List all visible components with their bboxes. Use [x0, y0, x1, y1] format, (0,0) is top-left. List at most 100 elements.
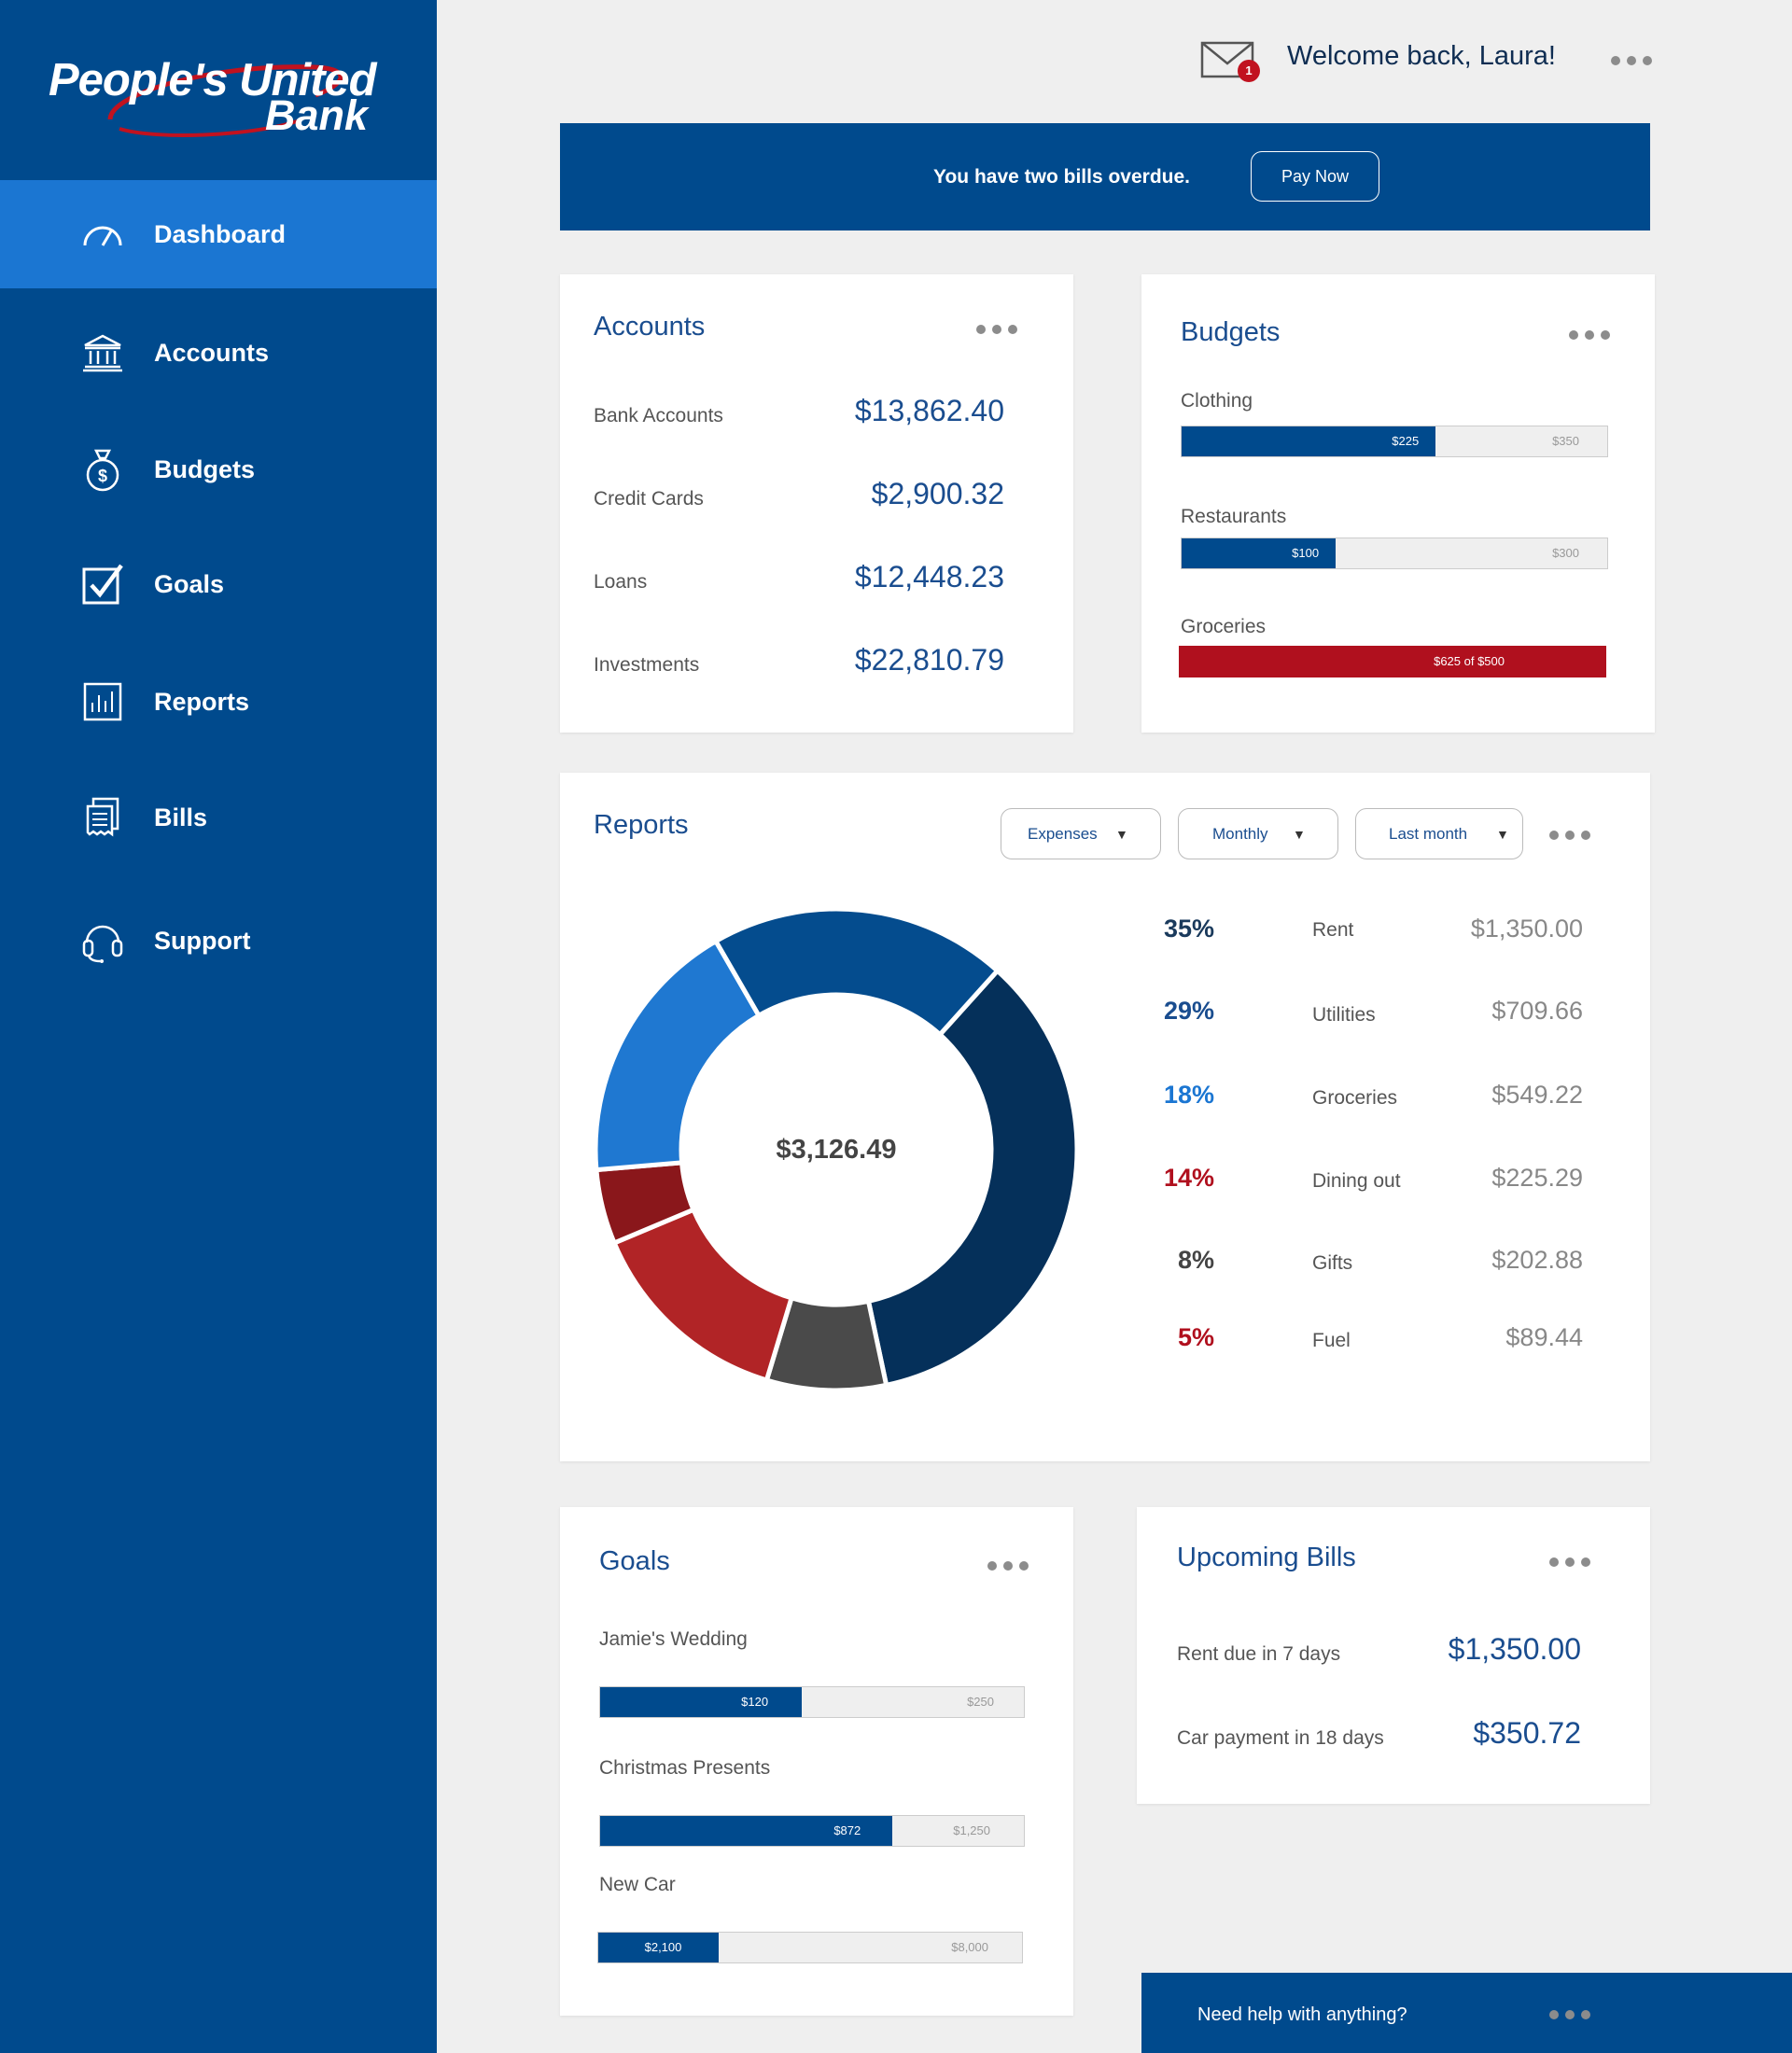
- budget-spent: $225: [1182, 426, 1436, 456]
- goal-target: $250: [967, 1695, 994, 1709]
- reports-more-options-icon[interactable]: [1549, 829, 1590, 842]
- sidebar-item-bills[interactable]: Bills: [0, 763, 437, 872]
- help-more-options-icon[interactable]: [1549, 2008, 1590, 2021]
- budget-progress-bar: $100 $300: [1181, 538, 1608, 569]
- bill-amount[interactable]: $350.72: [1473, 1716, 1581, 1750]
- goal-target: $1,250: [953, 1823, 990, 1837]
- legend-amount: $202.88: [1491, 1246, 1583, 1274]
- budget-limit: $350: [1552, 434, 1579, 448]
- legend-category: Rent: [1312, 919, 1354, 941]
- card-title: Upcoming Bills: [1177, 1543, 1356, 1572]
- account-value[interactable]: $12,448.23: [854, 560, 1004, 594]
- caret-down-icon: ▼: [1293, 826, 1306, 842]
- welcome-message: Welcome back, Laura!: [1287, 41, 1556, 71]
- goal-label: Christmas Presents: [599, 1757, 771, 1779]
- card-title: Accounts: [594, 312, 706, 342]
- sidebar-item-dashboard[interactable]: Dashboard: [0, 180, 437, 288]
- legend-amount: $1,350.00: [1470, 915, 1583, 943]
- bill-label: Car payment in 18 days: [1177, 1727, 1384, 1749]
- range-dropdown[interactable]: Last month ▼: [1355, 808, 1523, 859]
- accounts-more-options-icon[interactable]: [976, 323, 1017, 336]
- upcoming-bills-card: Upcoming Bills Rent due in 7 days $1,350…: [1137, 1507, 1650, 1804]
- overdue-alert-banner: You have two bills overdue. Pay Now: [560, 123, 1650, 230]
- bill-label: Rent due in 7 days: [1177, 1643, 1341, 1665]
- goals-more-options-icon[interactable]: [987, 1559, 1029, 1572]
- receipt-icon: [78, 793, 127, 842]
- card-title: Budgets: [1181, 317, 1281, 347]
- sidebar-item-goals[interactable]: Goals: [0, 530, 437, 638]
- legend-amount: $89.44: [1505, 1323, 1583, 1351]
- account-label: Credit Cards: [594, 488, 704, 510]
- caret-down-icon: ▼: [1115, 826, 1128, 842]
- reports-card: Reports Expenses ▼ Monthly ▼ Last month …: [560, 773, 1650, 1461]
- gauge-icon: [78, 210, 127, 258]
- goal-saved: $2,100: [598, 1933, 720, 1962]
- account-label: Bank Accounts: [594, 405, 723, 426]
- sidebar-item-label: Bills: [154, 803, 208, 831]
- donut-total: $3,126.49: [776, 1134, 897, 1165]
- legend-category: Utilities: [1312, 1004, 1376, 1026]
- legend-percent: 18%: [1163, 1081, 1214, 1109]
- legend-percent: 14%: [1163, 1164, 1214, 1192]
- period-dropdown[interactable]: Monthly ▼: [1178, 808, 1338, 859]
- budget-limit: $300: [1552, 546, 1579, 560]
- account-label: Loans: [594, 571, 648, 593]
- budget-label: Restaurants: [1181, 506, 1287, 527]
- alert-text: You have two bills overdue.: [933, 166, 1190, 188]
- caret-down-icon: ▼: [1496, 826, 1509, 842]
- legend-percent: 35%: [1163, 915, 1214, 943]
- bank-icon: [78, 328, 127, 377]
- sidebar-item-accounts[interactable]: Accounts: [0, 299, 437, 407]
- peoples-united-bank-logo[interactable]: People's United Bank: [45, 39, 399, 142]
- legend-percent: 5%: [1177, 1323, 1214, 1351]
- pay-now-button[interactable]: Pay Now: [1251, 151, 1379, 202]
- sidebar-item-support[interactable]: Support: [0, 887, 437, 995]
- legend-amount: $549.22: [1491, 1081, 1583, 1109]
- help-text: Need help with anything?: [1197, 2004, 1407, 2025]
- logo-text-line2: Bank: [265, 91, 369, 139]
- account-label: Investments: [594, 654, 700, 676]
- goals-card: Goals Jamie's Wedding $120 $250 Christma…: [560, 1507, 1073, 2016]
- bill-amount[interactable]: $1,350.00: [1448, 1632, 1581, 1666]
- legend-percent: 8%: [1177, 1246, 1214, 1274]
- help-chat-bar[interactable]: Need help with anything?: [1141, 1973, 1792, 2053]
- sidebar-item-budgets[interactable]: $ Budgets: [0, 415, 437, 524]
- legend-percent: 29%: [1163, 997, 1214, 1025]
- goal-progress-bar: $2,100 $8,000: [597, 1932, 1023, 1963]
- budgets-card: Budgets Clothing $225 $350 Restaurants $…: [1141, 274, 1655, 733]
- legend-category: Dining out: [1312, 1170, 1401, 1192]
- header-more-options-icon[interactable]: [1611, 54, 1652, 67]
- goal-progress-bar: $872 $1,250: [599, 1815, 1025, 1847]
- legend-category: Groceries: [1312, 1087, 1398, 1109]
- budget-label: Groceries: [1181, 616, 1267, 637]
- goal-progress-bar: $120 $250: [599, 1686, 1025, 1718]
- expenses-donut-chart: $3,126.49: [593, 906, 1080, 1393]
- account-value[interactable]: $22,810.79: [854, 643, 1004, 677]
- bar-chart-icon: [78, 677, 127, 726]
- notification-badge: 1: [1238, 60, 1260, 82]
- account-value[interactable]: $13,862.40: [854, 394, 1004, 427]
- donut-slice-utilities[interactable]: [712, 906, 1001, 1039]
- sidebar-item-label: Reports: [154, 687, 250, 716]
- accounts-card: Accounts Bank Accounts $13,862.40 Credit…: [560, 274, 1073, 733]
- budgets-more-options-icon[interactable]: [1569, 328, 1610, 342]
- sidebar: People's United Bank Dashboard Accounts …: [0, 0, 437, 2053]
- goal-saved: $120: [600, 1687, 803, 1717]
- expenses-dropdown[interactable]: Expenses ▼: [1001, 808, 1161, 859]
- headset-icon: [78, 916, 127, 965]
- checkbox-icon: [78, 560, 127, 608]
- sidebar-item-label: Support: [154, 926, 251, 955]
- budget-label: Clothing: [1181, 390, 1253, 412]
- card-title: Goals: [599, 1546, 670, 1576]
- goal-target: $8,000: [951, 1940, 988, 1954]
- sidebar-item-reports[interactable]: Reports: [0, 648, 437, 756]
- money-bag-icon: $: [78, 445, 127, 494]
- donut-svg: [593, 906, 1080, 1393]
- dropdown-value: Monthly: [1212, 824, 1268, 843]
- account-value[interactable]: $2,900.32: [871, 477, 1004, 510]
- dropdown-value: Expenses: [1028, 824, 1098, 843]
- bills-more-options-icon[interactable]: [1549, 1556, 1590, 1569]
- donut-slice-rent[interactable]: [865, 967, 1080, 1389]
- budget-progress-bar: $225 $350: [1181, 426, 1608, 457]
- budget-spent: $625 of $500: [1180, 647, 1605, 677]
